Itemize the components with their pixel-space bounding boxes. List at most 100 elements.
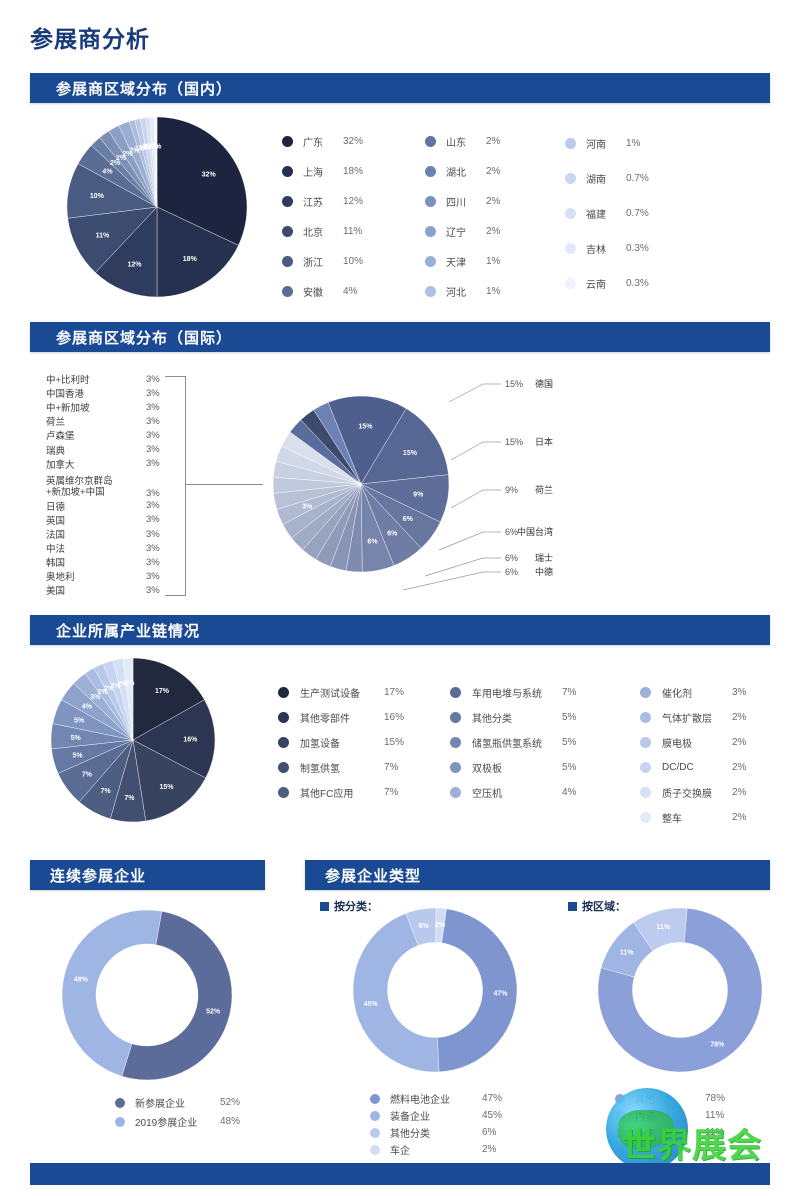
callout-label: 日本 <box>535 436 553 447</box>
pie-slice-label: 7% <box>101 788 112 795</box>
pie-slice-label: 0.7% <box>145 143 162 150</box>
legend-item-value: 2% <box>732 787 747 798</box>
bracket-list-item-label: 中法 <box>46 544 66 556</box>
returning-legend: 新参展企业 52% 2019参展企业 48% <box>115 1093 260 1131</box>
section-header-returning: 连续参展企业 <box>30 860 265 890</box>
pie-slice-label: 47% <box>494 990 509 997</box>
domestic-pie-chart: 32% 18% 12% 11% 10% 4% 2% 2% 2% 2% 1% 1% 1% 0.7% 0.7% <box>60 115 255 300</box>
pie-slice-label: 7% <box>124 795 135 802</box>
pie-slice-label: 2% <box>124 680 135 687</box>
bracket-list-item-value: 3% <box>146 514 160 526</box>
bracket-list-item-value: 3% <box>146 415 160 427</box>
legend-item: 福建 0.7% <box>565 196 672 231</box>
pie-slice-label: 2% <box>117 681 128 688</box>
legend-item-value: 11% <box>343 225 363 237</box>
pie-slice-label: 2% <box>129 148 140 155</box>
legend-item: 其他分类 6% <box>370 1124 522 1141</box>
legend-item-value: 52% <box>220 1097 241 1108</box>
legend-item-label: DC/DC <box>662 762 694 773</box>
square-marker-icon <box>568 901 577 911</box>
bracket-list-item: 中+新加坡 3% <box>46 400 186 415</box>
legend-item-value: 2% <box>486 165 501 177</box>
legend-item: 广东 32% <box>282 126 389 156</box>
legend-item-value: 2% <box>486 225 501 237</box>
pie-slice <box>132 739 206 822</box>
legend-item-label: 其他零部件 <box>300 714 350 725</box>
legend-color-dot-icon <box>565 278 576 289</box>
legend-item: 河北 1% <box>425 276 532 306</box>
legend-item-value: 5% <box>562 737 577 748</box>
legend-item: 上海 18% <box>282 156 389 186</box>
subtitle-by-region-label: 按区域： <box>582 901 626 913</box>
legend-color-dot-icon <box>370 1144 380 1155</box>
pie-slice-label: 78% <box>710 1041 725 1048</box>
pie-slice-label: 1% <box>139 145 150 152</box>
pie-slice-label: 6% <box>387 530 398 537</box>
type-by-category-donut-chart: 47% 45% 6% 2% <box>345 900 525 1080</box>
legend-item-label: 装备企业 <box>390 1112 430 1123</box>
returning-donut-chart: 52% 48% <box>55 903 240 1088</box>
legend-item-value: 0.3% <box>626 243 649 254</box>
bracket-list-item-value: 3% <box>146 570 160 582</box>
type-by-category-legend: 燃料电池企业 47% 装备企业 45% 其他分类 6% 车企 2% <box>370 1090 522 1158</box>
industry-legend-column-3: 催化剂 3% 气体扩散层 2% 膜电极 2% DC/DC 2% 质子交换膜 2% 整车 2% <box>640 680 768 830</box>
pie-slice-label: 4% <box>102 169 113 176</box>
legend-item-value: 6% <box>482 1127 497 1138</box>
callout-leader-line <box>424 557 501 577</box>
callout-value: 6% <box>505 527 518 537</box>
pie-slice-label: 1% <box>142 144 153 151</box>
section-header-international-label: 参展商区域分布（国际） <box>56 329 233 347</box>
legend-item-label: 云南 <box>586 280 606 291</box>
pie-slice-label: 2% <box>435 922 446 929</box>
legend-color-dot-icon <box>425 285 436 297</box>
page-title: 参展商分析 <box>30 26 150 52</box>
legend-item-value: 5% <box>562 762 577 773</box>
legend-item: 装备企业 45% <box>370 1107 522 1124</box>
bracket-list-item: 日德 3% <box>46 499 186 513</box>
legend-item-label: 膜电极 <box>662 739 692 750</box>
legend-item: DC/DC 2% <box>640 755 768 780</box>
legend-item-label: 山东 <box>446 137 466 149</box>
legend-item-label: 广东 <box>303 137 323 149</box>
legend-item-label: 浙江 <box>303 257 323 269</box>
pie-slice-label: 15% <box>403 450 418 457</box>
legend-item-label: 江苏 <box>303 197 323 209</box>
pie-slice-label: 2% <box>122 151 133 158</box>
legend-item: 生产测试设备 17% <box>278 680 420 705</box>
legend-item: 2019参展企业 48% <box>115 1112 260 1131</box>
bracket-list-item: 法国 3% <box>46 527 186 542</box>
bracket-list-item: 中国香港 3% <box>46 386 186 401</box>
pie-slice <box>61 909 162 1077</box>
bracket-list-item: 加拿大 3% <box>46 457 186 471</box>
callout-label: 瑞士 <box>535 552 553 563</box>
legend-item: 质子交换膜 2% <box>640 780 768 805</box>
pie-slice-label: 15% <box>359 424 374 431</box>
bracket-list-item-value: 3% <box>146 500 160 512</box>
pie-slice-label: 48% <box>74 977 89 984</box>
pie-slice <box>435 907 447 944</box>
legend-item-label: 其他FC应用 <box>300 789 354 800</box>
legend-item-label: 辽宁 <box>446 227 466 239</box>
callout-label: 荷兰 <box>535 484 553 495</box>
legend-item-value: 78% <box>705 1093 726 1104</box>
callout-value: 6% <box>505 553 518 563</box>
legend-item-value: 0.7% <box>626 173 649 184</box>
legend-item-label: 整车 <box>662 814 682 825</box>
pie-slice-label: 2% <box>104 685 115 692</box>
pie-slice <box>132 699 216 779</box>
legend-item-value: 0.3% <box>626 278 649 289</box>
legend-item: 整车 2% <box>640 805 768 830</box>
section-header-domestic-label: 参展商区域分布（国内） <box>56 80 233 98</box>
bracket-list-item: 荷兰 3% <box>46 414 186 429</box>
subtitle-by-category-label: 按分类： <box>334 901 378 913</box>
pie-slice-label: 12% <box>127 261 142 268</box>
legend-item: 膜电极 2% <box>640 730 768 755</box>
legend-item: 气体扩散层 2% <box>640 705 768 730</box>
legend-item-value: 2% <box>732 812 747 823</box>
legend-item: 其他分类 5% <box>450 705 598 730</box>
bracket-list-item-label: 中+新加坡 <box>46 403 90 415</box>
legend-item: 外资 11% <box>615 1124 745 1141</box>
domestic-legend-column-2: 山东 2% 湖北 2% 四川 2% 辽宁 2% 天津 1% 河北 1% <box>425 126 532 306</box>
legend-item: 湖北 2% <box>425 156 532 186</box>
legend-color-dot-icon <box>282 195 293 207</box>
